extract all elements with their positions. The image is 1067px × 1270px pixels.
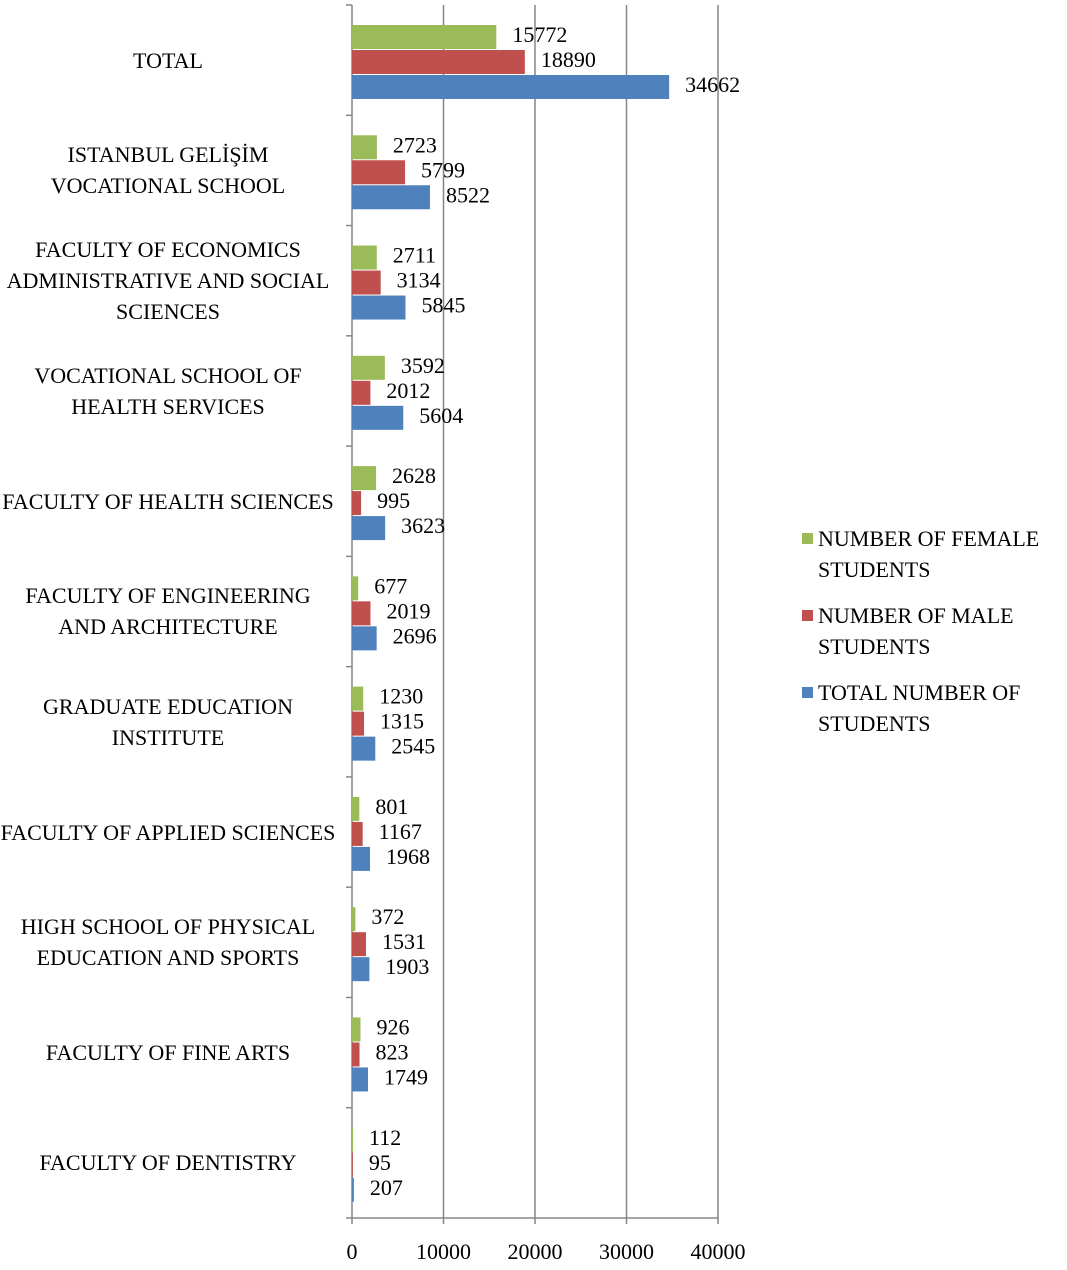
- bar: [352, 576, 359, 601]
- value-label: 1315: [380, 709, 424, 734]
- bar: [352, 1017, 361, 1042]
- y-tick-label: GRADUATE EDUCATION INSTITUTE: [43, 693, 293, 750]
- legend-label: NUMBER OF MALE STUDENTS: [818, 603, 1014, 659]
- bar: [352, 821, 363, 846]
- bar: [352, 380, 371, 405]
- bar: [352, 160, 406, 185]
- y-tick-label: HIGH SCHOOL OF PHYSICAL EDUCATION AND SP…: [20, 914, 316, 971]
- bar: [352, 466, 377, 491]
- value-label: 1230: [379, 684, 423, 709]
- value-label: 34662: [685, 72, 740, 97]
- bar: [352, 1177, 354, 1202]
- bar: [352, 50, 525, 74]
- bar: [352, 135, 377, 160]
- value-label: 1531: [382, 929, 426, 954]
- value-label: 2628: [392, 463, 436, 488]
- bar: [352, 245, 377, 270]
- y-tick-label: FACULTY OF ENGINEERING AND ARCHITECTURE: [25, 583, 311, 640]
- bar: [352, 711, 365, 736]
- value-label: 1903: [385, 954, 429, 979]
- x-tick-label: 10000: [416, 1239, 471, 1264]
- bar: [352, 1127, 354, 1152]
- value-label: 18890: [541, 47, 596, 72]
- y-tick-label: FACULTY OF HEALTH SCIENCES: [2, 488, 334, 514]
- value-label: 5845: [421, 293, 465, 318]
- value-label: 3134: [397, 268, 441, 293]
- y-tick-label: FACULTY OF ECONOMICS ADMINISTRATIVE AND …: [6, 237, 330, 325]
- bar: [352, 686, 364, 711]
- value-label: 2545: [391, 734, 435, 759]
- value-label: 95: [369, 1150, 391, 1175]
- value-label: 1167: [379, 819, 422, 844]
- value-label: 1749: [384, 1065, 428, 1090]
- value-label: 2012: [386, 378, 430, 403]
- y-tick-label: FACULTY OF DENTISTRY: [39, 1150, 297, 1176]
- y-tick-label: FACULTY OF FINE ARTS: [45, 1040, 291, 1066]
- value-label: 3623: [401, 513, 445, 538]
- bar: [352, 25, 497, 49]
- value-label: 2723: [393, 132, 437, 157]
- bar: [352, 491, 362, 516]
- bar: [352, 1042, 360, 1067]
- bar: [352, 270, 381, 295]
- bar: [352, 846, 371, 871]
- bar: [352, 601, 371, 626]
- x-tick-label: 30000: [599, 1239, 654, 1264]
- bar: [352, 907, 356, 932]
- value-label: 3592: [401, 353, 445, 378]
- value-label: 2711: [393, 243, 436, 268]
- bar: [352, 405, 404, 430]
- bar: [352, 1152, 353, 1177]
- y-tick-label: ISTANBUL GELİŞİM VOCATIONAL SCHOOL: [50, 142, 286, 199]
- legend-swatch: [802, 533, 813, 544]
- bar: [352, 295, 406, 320]
- legend-swatch: [802, 610, 813, 621]
- x-tick-label: 0: [347, 1239, 358, 1264]
- value-label: 677: [374, 573, 407, 598]
- value-label: 1968: [386, 844, 430, 869]
- legend-swatch: [802, 687, 813, 698]
- value-label: 112: [369, 1125, 401, 1150]
- bar: [352, 75, 670, 99]
- bar: [352, 516, 386, 541]
- value-label: 823: [376, 1040, 409, 1065]
- y-tick-label: FACULTY OF APPLIED SCIENCES: [0, 819, 336, 845]
- legend-label: NUMBER OF FEMALE STUDENTS: [818, 526, 1040, 582]
- value-label: 5799: [421, 157, 465, 182]
- value-label: 801: [375, 794, 408, 819]
- bar: [352, 957, 370, 982]
- y-tick-label: VOCATIONAL SCHOOL OF HEALTH SERVICES: [34, 362, 302, 419]
- bar: [352, 736, 376, 761]
- value-label: 5604: [419, 403, 463, 428]
- value-label: 372: [371, 904, 404, 929]
- bar: [352, 932, 367, 957]
- x-tick-label: 40000: [691, 1239, 746, 1264]
- bar: [352, 185, 430, 210]
- value-label: 15772: [512, 22, 567, 47]
- value-label: 2696: [393, 623, 437, 648]
- value-label: 207: [370, 1175, 403, 1200]
- value-label: 2019: [386, 598, 430, 623]
- bar: [352, 796, 360, 821]
- legend-label: TOTAL NUMBER OF STUDENTS: [818, 680, 1021, 736]
- bar: [352, 355, 385, 380]
- value-label: 926: [376, 1015, 409, 1040]
- y-tick-label: TOTAL: [133, 47, 203, 73]
- value-label: 995: [377, 488, 410, 513]
- bar: [352, 1067, 369, 1092]
- value-label: 8522: [446, 182, 490, 207]
- x-tick-label: 20000: [508, 1239, 563, 1264]
- bar: [352, 626, 377, 651]
